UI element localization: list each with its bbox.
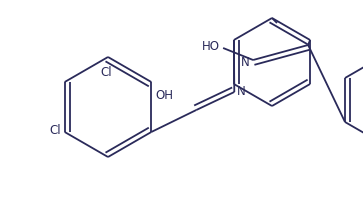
Text: OH: OH (155, 89, 173, 102)
Text: Cl: Cl (49, 124, 61, 137)
Text: N: N (241, 56, 250, 69)
Text: HO: HO (202, 40, 220, 53)
Text: N: N (237, 85, 246, 98)
Text: Cl: Cl (100, 66, 112, 79)
